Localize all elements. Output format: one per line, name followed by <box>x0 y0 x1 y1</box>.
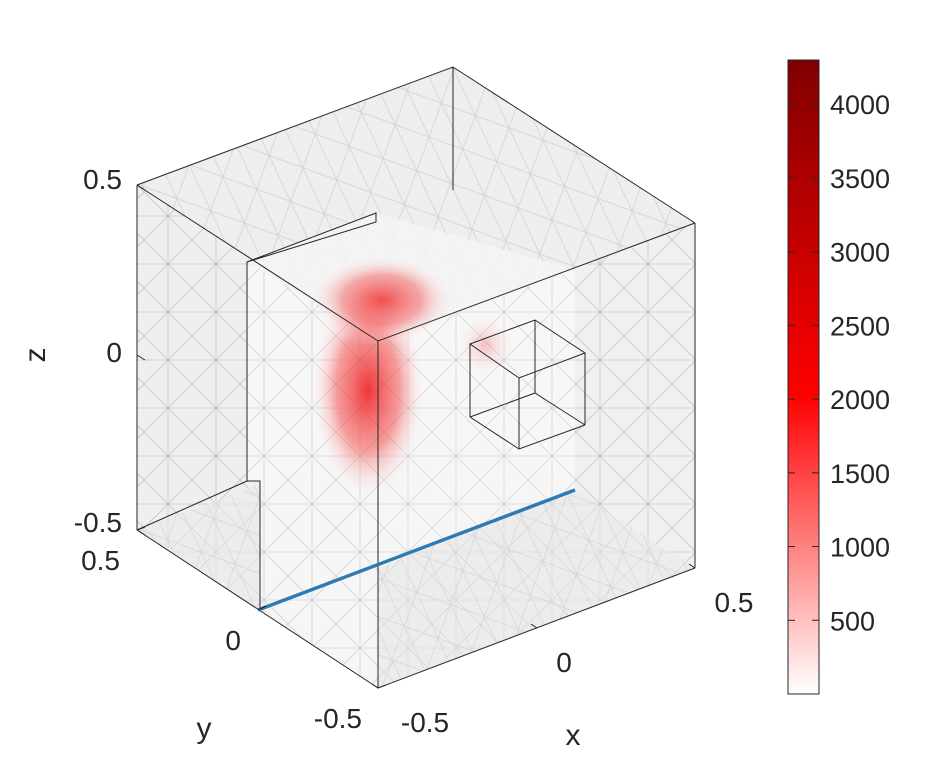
x-tick-label: 0 <box>556 647 572 678</box>
colorbar-tick-label: 2000 <box>830 385 890 415</box>
colorbar-tick-label: 3000 <box>830 238 890 268</box>
colorbar-tick-label: 1500 <box>830 459 890 489</box>
source-line <box>257 488 576 612</box>
x-tick-mark <box>371 683 379 689</box>
colorbar-tick-label: 500 <box>830 606 875 636</box>
wire-cube-bottom <box>469 416 586 450</box>
y-tick-mark <box>377 684 387 689</box>
tick-marks <box>136 184 696 689</box>
inner-slab-outline-lower <box>247 480 261 610</box>
inner-slab-right-mesh <box>378 270 575 568</box>
y-tick-label: 0.5 <box>81 545 120 576</box>
y-tick-label: -0.5 <box>314 703 362 734</box>
z-tick-label: 0.5 <box>83 164 122 195</box>
z-tick-mark <box>136 529 146 536</box>
x-tick-label: -0.5 <box>401 707 449 738</box>
y-tick-mark <box>257 605 267 611</box>
colorbar <box>787 59 820 695</box>
x-tick-mark <box>688 563 696 569</box>
wire-cube <box>468 319 587 450</box>
z-tick-label: -0.5 <box>74 507 122 538</box>
z-tick-mark <box>136 354 146 361</box>
x-tick-mark <box>530 623 538 629</box>
heat-hotspot <box>310 255 454 345</box>
wire-cube-edge <box>469 392 536 418</box>
colorbar-ticks: 500 1000 1500 2000 2500 3000 3500 4000 <box>788 90 890 636</box>
heat-hotspots <box>310 255 517 500</box>
y-tick-label: 0 <box>225 625 241 656</box>
x-axis-label: x <box>566 719 581 752</box>
colorbar-tick-label: 4000 <box>830 90 890 120</box>
wire-cube-edge <box>534 392 586 426</box>
heat-hotspot <box>453 311 517 379</box>
x-tick-label: 0.5 <box>715 587 754 618</box>
z-tick-label: 0 <box>106 337 122 368</box>
z-axis-label: z <box>19 348 52 363</box>
y-axis-label: y <box>197 712 212 745</box>
colorbar-tick-label: 1000 <box>830 533 890 563</box>
z-tick-mark <box>136 184 146 191</box>
colorbar-tick-label: 2500 <box>830 311 890 341</box>
inner-slab-outline-left <box>136 212 377 531</box>
y-tick-mark <box>136 526 146 531</box>
box-edges <box>136 66 696 689</box>
colorbar-tick-label: 3500 <box>830 164 890 194</box>
